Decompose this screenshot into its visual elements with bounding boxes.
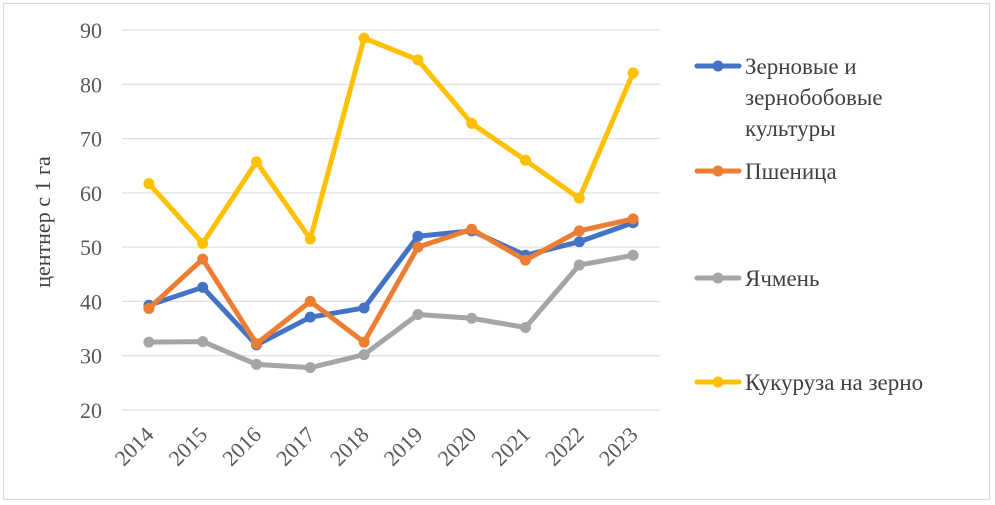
- data-point: [358, 349, 370, 361]
- legend-swatch-marker: [712, 165, 724, 177]
- data-point: [197, 253, 209, 265]
- data-point: [627, 67, 639, 79]
- legend-item: Зерновые и зернобобовые культуры: [694, 54, 883, 141]
- chart-frame: [3, 3, 990, 500]
- data-point: [251, 156, 262, 168]
- data-point: [573, 225, 585, 237]
- series-line: [146, 252, 636, 371]
- data-point: [304, 295, 316, 307]
- x-tick-label: 2019: [379, 422, 428, 471]
- data-point: [304, 362, 316, 374]
- y-tick-label: 40: [80, 289, 102, 314]
- data-point: [358, 302, 370, 314]
- data-point: [197, 281, 209, 293]
- legend-item: Кукуруза на зерно: [694, 370, 923, 395]
- data-point: [358, 32, 370, 44]
- data-point: [304, 233, 316, 245]
- x-tick-label: 2015: [163, 422, 212, 471]
- data-point: [143, 302, 155, 314]
- x-tick-label: 2021: [486, 422, 535, 471]
- series-line: [146, 220, 636, 348]
- y-tick-label: 20: [80, 398, 102, 423]
- data-point: [358, 336, 370, 348]
- legend-label: Кукуруза на зерно: [745, 370, 923, 395]
- y-axis-ticks: 20 30 40 50 60 70 80 90: [80, 18, 102, 423]
- legend-swatch-marker: [712, 376, 724, 388]
- y-tick-label: 60: [80, 181, 102, 206]
- x-tick-label: 2017: [271, 422, 320, 471]
- data-point: [412, 54, 424, 66]
- legend-item: Пшеница: [694, 159, 837, 184]
- series-group: [143, 32, 639, 249]
- x-tick-label: 2022: [540, 422, 589, 471]
- series-group: [143, 213, 639, 350]
- legend-label: Зерновые и: [745, 54, 857, 79]
- legend-label: зернобобовые: [745, 85, 883, 110]
- series-line: [146, 35, 636, 246]
- x-tick-label: 2023: [594, 422, 643, 471]
- y-axis-label: центнер с 1 га: [30, 156, 55, 288]
- data-point: [304, 311, 316, 323]
- data-point: [466, 223, 478, 235]
- y-tick-label: 80: [80, 72, 102, 97]
- data-point: [251, 358, 262, 370]
- x-tick-label: 2016: [217, 422, 266, 471]
- data-point: [573, 236, 585, 248]
- data-point: [520, 321, 531, 333]
- x-tick-label: 2018: [325, 422, 374, 471]
- data-point: [197, 336, 209, 348]
- y-tick-label: 50: [80, 235, 102, 260]
- data-point: [143, 336, 155, 348]
- series-group: [143, 249, 639, 374]
- x-axis-ticks: 2014 2015 2016 2017 2018 2019 2020 2021 2022 2023: [110, 422, 643, 471]
- data-point: [627, 213, 639, 225]
- data-point: [412, 308, 424, 320]
- data-point: [466, 312, 478, 324]
- y-tick-label: 70: [80, 127, 102, 152]
- data-point: [520, 154, 531, 166]
- x-tick-label: 2014: [110, 422, 159, 471]
- y-tick-label: 90: [80, 18, 102, 43]
- legend-item: Ячмень: [694, 266, 819, 291]
- x-tick-label: 2020: [432, 422, 481, 471]
- legend-label: культуры: [745, 116, 836, 141]
- data-point: [627, 249, 639, 261]
- data-point: [143, 178, 155, 190]
- data-point: [520, 254, 531, 266]
- legend-swatch-marker: [712, 272, 724, 284]
- legend-swatch-marker: [712, 60, 724, 72]
- legend-label: Ячмень: [745, 266, 819, 291]
- data-point: [412, 230, 424, 242]
- legend-label: Пшеница: [745, 159, 837, 184]
- data-point: [197, 237, 209, 249]
- data-point: [466, 117, 478, 129]
- legend: Зерновые и зернобобовые культуры Пшеница Ячм…: [694, 54, 923, 395]
- data-point: [573, 259, 585, 271]
- gridlines: [122, 29, 660, 411]
- data-point: [251, 338, 262, 350]
- series: [143, 32, 639, 374]
- y-tick-label: 30: [80, 344, 102, 369]
- data-point: [412, 241, 424, 253]
- series-line: [146, 216, 636, 347]
- data-point: [573, 192, 585, 204]
